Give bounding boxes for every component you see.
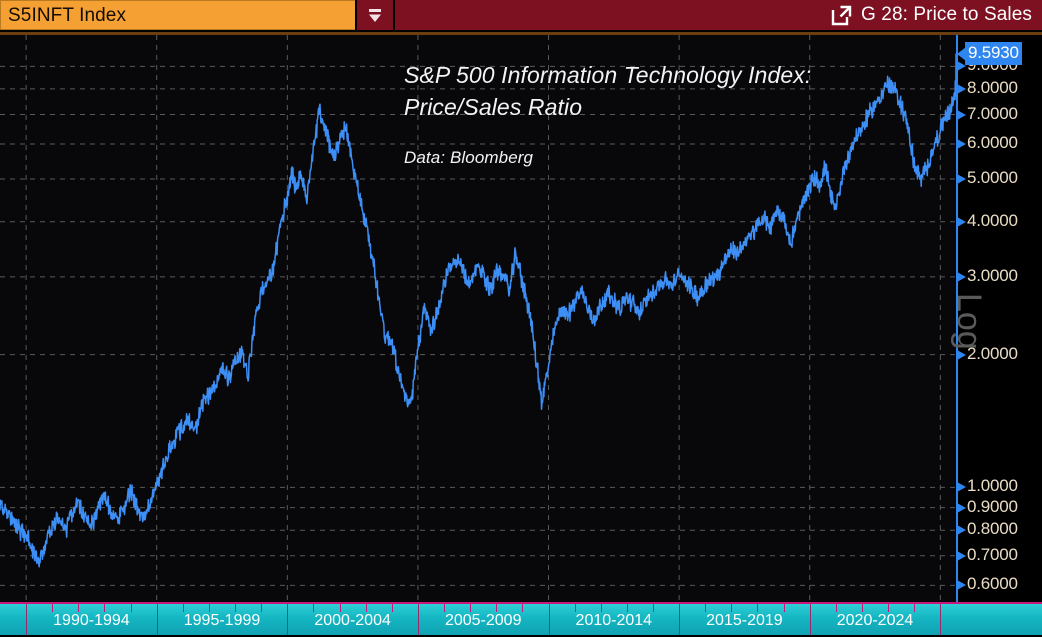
series-line-price-to-sales — [0, 53, 956, 568]
x-axis-minor-tick — [731, 604, 733, 612]
x-axis-minor-tick — [182, 604, 184, 612]
x-axis-label: 2000-2004 — [314, 612, 391, 629]
y-axis-tick-label: 6.0000 — [967, 133, 1018, 153]
x-axis-major-tick — [940, 604, 942, 637]
chart-source-note: Data: Bloomberg — [404, 148, 534, 167]
tick-arrow-icon — [957, 174, 966, 184]
horizontal-gridlines — [0, 65, 956, 586]
x-axis-minor-tick — [653, 604, 654, 612]
x-axis-minor-tick — [574, 604, 576, 612]
y-axis-tick-label: 0.7000 — [967, 544, 1018, 564]
x-axis-major-tick — [287, 604, 289, 637]
x-axis-minor-tick — [914, 604, 916, 612]
x-axis-minor-tick — [861, 604, 863, 612]
x-axis-label: 1995-1999 — [183, 612, 261, 629]
x-axis-minor-tick — [757, 604, 759, 612]
x-axis-minor-tick — [365, 604, 367, 612]
tick-arrow-icon — [957, 271, 966, 282]
ticker-dropdown-button[interactable] — [355, 0, 395, 30]
x-axis-minor-tick — [496, 604, 498, 612]
x-axis-major-tick — [156, 604, 158, 637]
tick-arrow-icon — [957, 83, 966, 94]
x-axis-minor-tick — [888, 604, 890, 612]
x-axis-minor-tick — [261, 604, 263, 612]
x-axis-label: 1990-1994 — [53, 612, 130, 629]
x-axis-minor-tick — [626, 604, 628, 612]
header-right-group: G 28: Price to Sales — [831, 0, 1042, 30]
x-axis-minor-tick — [600, 604, 602, 612]
x-axis-major-tick — [548, 604, 550, 637]
x-axis-major-tick — [809, 604, 811, 637]
y-axis-tick-label: 8.0000 — [967, 77, 1018, 97]
header-title: G 28: Price to Sales — [861, 4, 1032, 25]
ticker-input[interactable]: S5INFT Index — [0, 0, 355, 30]
y-axis-tick-label: 2.0000 — [967, 343, 1018, 363]
y-axis-tick-label: 5.0000 — [967, 168, 1018, 187]
header-spacer — [395, 0, 831, 30]
y-axis-tick-label: 0.9000 — [967, 496, 1018, 516]
y-axis-tick-label: 0.6000 — [967, 574, 1018, 594]
tick-arrow-icon — [957, 502, 966, 513]
window-bottom-border — [0, 635, 1042, 637]
tick-arrow-icon — [957, 550, 966, 561]
tick-arrow-icon — [957, 580, 966, 591]
tick-arrow-icon — [957, 61, 966, 72]
current-value-notch-icon — [957, 47, 966, 62]
x-axis-label: 2010-2014 — [575, 612, 653, 629]
tick-arrow-icon — [957, 482, 966, 493]
y-axis-tick-label: 0.8000 — [967, 519, 1018, 539]
x-axis-minor-tick — [470, 604, 472, 612]
y-axis-tick-label: 4.0000 — [967, 210, 1018, 230]
x-axis-minor-tick — [130, 604, 132, 612]
x-axis-major-tick — [26, 604, 28, 637]
y-axis-tick-label: 1.0000 — [967, 476, 1018, 496]
y-axis-tick-label: 3.0000 — [967, 265, 1018, 285]
chart-title: S&P 500 Information Technology Index: Pr… — [404, 62, 812, 120]
x-axis-minor-tick — [391, 604, 393, 612]
chart-container: S&P 500 Information Technology Index: Pr… — [0, 32, 1042, 637]
x-axis-minor-tick — [339, 604, 341, 612]
x-axis-major-tick — [679, 604, 681, 637]
y-axis-tick-label: 7.0000 — [967, 103, 1018, 123]
x-axis-minor-tick — [522, 604, 524, 612]
x-axis-minor-tick — [78, 604, 80, 612]
x-axis-minor-tick — [783, 604, 785, 612]
tick-arrow-icon — [957, 216, 966, 227]
tick-arrow-icon — [957, 525, 966, 536]
chevron-down-icon — [365, 5, 385, 25]
price-sales-line-chart — [0, 35, 956, 602]
tick-arrow-icon — [957, 109, 966, 120]
x-axis[interactable]: 1990-1994 1995-1999 2000-2004 2005-2009 2010… — [0, 602, 956, 637]
x-axis-minor-tick — [444, 604, 446, 612]
vertical-gridlines — [25, 35, 941, 602]
tick-arrow-icon — [957, 349, 966, 360]
x-axis-label: 2005-2009 — [444, 612, 522, 629]
x-axis-minor-tick — [835, 604, 837, 612]
y-axis-line — [956, 35, 958, 602]
x-axis-corner-filler — [956, 602, 1042, 637]
x-axis-minor-tick — [52, 604, 54, 612]
x-axis-minor-tick — [104, 604, 106, 612]
x-axis-label: 2020-2024 — [836, 612, 914, 629]
y-axis-scale-label: Log — [950, 293, 988, 350]
plot-area[interactable]: S&P 500 Information Technology Index: Pr… — [0, 35, 956, 602]
x-axis-minor-tick — [235, 604, 237, 612]
header-underline-rule — [0, 32, 1042, 35]
x-axis-minor-tick — [313, 604, 315, 612]
external-link-icon[interactable] — [831, 5, 852, 26]
current-value-label: 9.5930 — [965, 42, 1022, 66]
y-axis[interactable]: 9.00008.00007.00006.00005.00004.00003.00… — [950, 35, 1042, 602]
window-header: S5INFT Index G 28: Price to Sales — [0, 0, 1042, 32]
x-axis-minor-tick — [705, 604, 707, 612]
tick-arrow-icon — [957, 139, 966, 150]
x-axis-major-tick — [417, 604, 419, 637]
x-axis-label: 2015-2019 — [706, 612, 783, 629]
x-axis-minor-tick — [208, 604, 210, 612]
